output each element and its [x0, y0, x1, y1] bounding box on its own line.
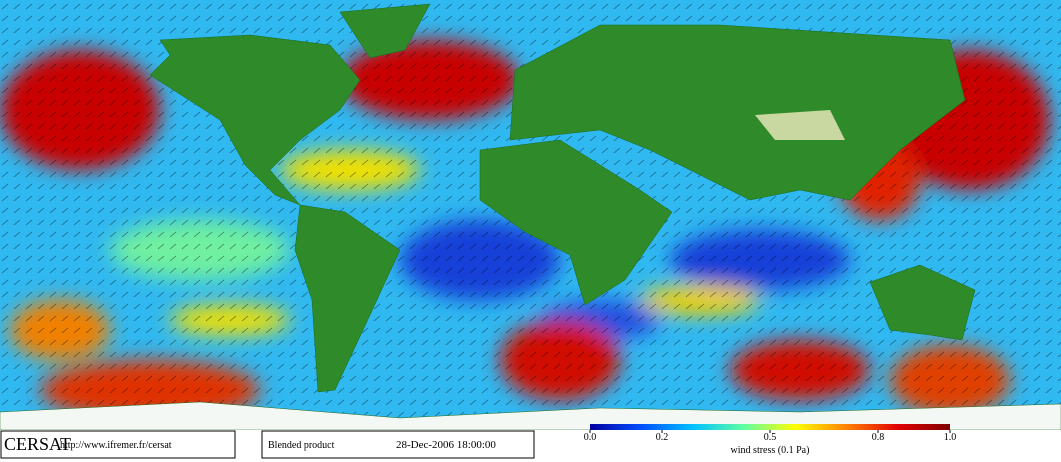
land: [0, 3, 1061, 431]
colorbar-tick-label: 0.0: [584, 432, 597, 443]
colorbar-tick-label: 0.2: [656, 432, 669, 443]
url: http://www.ifremer.fr/cersat: [60, 440, 172, 451]
date: 28-Dec-2006 18:00:00: [396, 439, 496, 451]
colorbar-tick-label: 1.0: [944, 432, 957, 443]
colorbar-label: wind stress (0.1 Pa): [731, 445, 810, 456]
logo-box: [0, 430, 236, 459]
footer: CERSAT http://www.ifremer.fr/cersat Blen…: [0, 424, 1061, 462]
product: Blended product: [268, 440, 335, 451]
colorbar-tick-label: 0.8: [872, 432, 885, 443]
colorbar: [590, 424, 950, 430]
info-box: [261, 430, 535, 459]
logo: CERSAT: [4, 434, 71, 454]
colorbar-tick-label: 0.5: [764, 432, 777, 443]
